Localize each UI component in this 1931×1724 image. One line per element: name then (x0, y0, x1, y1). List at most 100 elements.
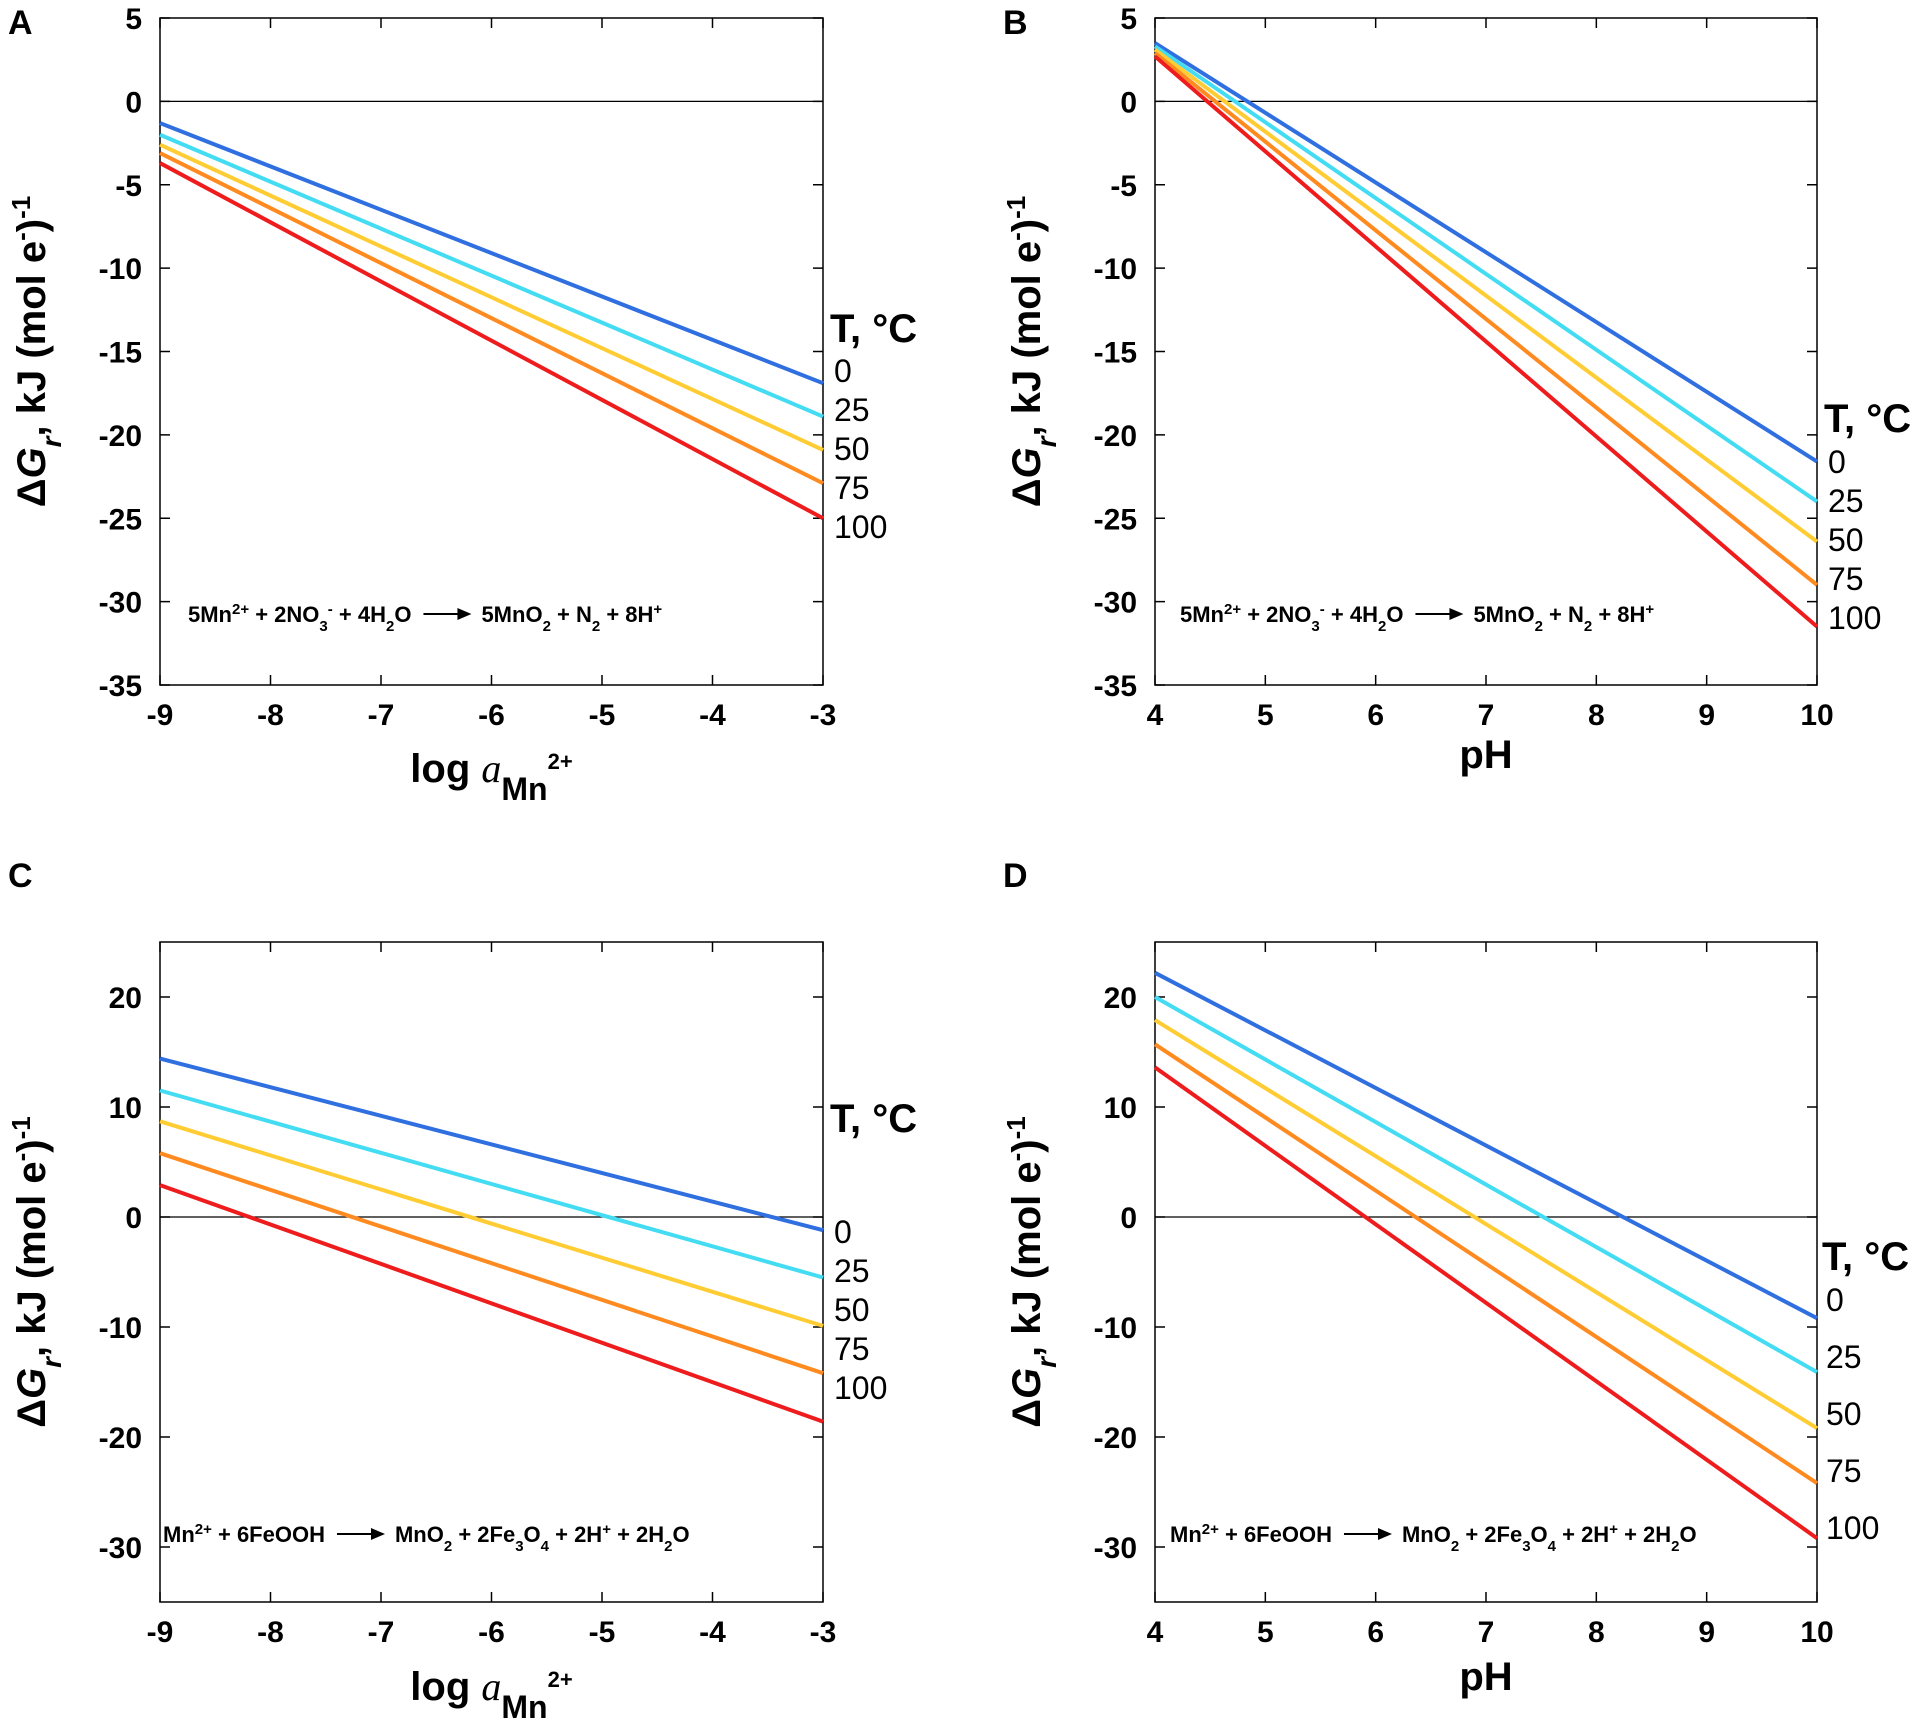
series-line-t75 (159, 1151, 824, 1376)
x-tick-label: -5 (589, 1616, 616, 1649)
y-tick-label: -10 (99, 1312, 142, 1345)
x-tick-label: -5 (589, 699, 616, 732)
y-tick-label: -30 (1094, 1532, 1137, 1565)
reaction-equation: 5Mn2+ + 2NO3- + 4H2O 5MnO2 + N2 + 8H+ (1180, 601, 1654, 635)
y-tick-label: -10 (99, 253, 142, 286)
legend-item-t75: 75 (834, 470, 870, 506)
x-tick-label: -7 (368, 1616, 395, 1649)
legend-item-t0: 0 (1828, 444, 1846, 480)
x-tick-label: 9 (1698, 1616, 1715, 1649)
series-line-t100 (1153, 1065, 1819, 1540)
x-tick-label: 5 (1257, 699, 1274, 732)
legend-item-t0: 0 (834, 1214, 852, 1250)
series-line-t0 (1153, 41, 1819, 464)
legend-item-t100: 100 (834, 509, 887, 545)
x-tick-label: 10 (1800, 699, 1833, 732)
x-axis-title: pH (1459, 733, 1512, 777)
y-tick-label: 0 (1120, 1202, 1137, 1235)
y-tick-label: -25 (99, 503, 142, 536)
panel-letter: C (8, 857, 33, 895)
x-tick-label: -4 (699, 699, 726, 732)
legend-item-t25: 25 (1828, 483, 1864, 519)
y-tick-label: 5 (1120, 3, 1137, 36)
legend-item-t100: 100 (1826, 1510, 1879, 1546)
series-line-t25 (159, 1088, 824, 1280)
y-tick-label: 10 (109, 1092, 142, 1125)
y-tick-label: -30 (99, 1532, 142, 1565)
y-tick-label: -10 (1094, 1312, 1137, 1345)
series-line-t50 (1153, 1018, 1819, 1430)
y-tick-label: 10 (1104, 1092, 1137, 1125)
y-tick-label: -20 (99, 420, 142, 453)
legend-item-t50: 50 (834, 1292, 870, 1328)
series-line-t100 (159, 1183, 824, 1424)
legend-title: T, °C (830, 307, 917, 351)
legend-item-t0: 0 (1826, 1282, 1844, 1318)
x-tick-label: -3 (810, 1616, 837, 1649)
reaction-equation: Mn2+ + 6FeOOH MnO2 + 2Fe3O4 + 2H+ + 2H2O (1170, 1521, 1697, 1555)
x-tick-label: -9 (147, 1616, 174, 1649)
legend-item-t75: 75 (1828, 561, 1864, 597)
svg-text:5Mn2+ + 2NO3- + 4H2O: 5Mn2+ + 2NO3- + 4H2O (188, 601, 411, 635)
series-line-t0 (1154, 971, 1818, 1320)
y-tick-label: -20 (99, 1422, 142, 1455)
plot-frame (159, 941, 824, 1603)
plot-frame (1154, 941, 1818, 1603)
x-axis-title: log aMn2+ (410, 1664, 572, 1724)
x-tick-label: 10 (1800, 1616, 1833, 1649)
x-tick-label: 4 (1147, 699, 1164, 732)
x-tick-label: 8 (1588, 1616, 1605, 1649)
svg-text:MnO2 + 2Fe3O4 + 2H+ + 2H2O: MnO2 + 2Fe3O4 + 2H+ + 2H2O (395, 1521, 690, 1555)
y-tick-label: 20 (1104, 982, 1137, 1015)
series-line-t50 (1153, 48, 1819, 544)
legend-item-t25: 25 (1826, 1339, 1862, 1375)
reaction-equation: Mn2+ + 6FeOOH MnO2 + 2Fe3O4 + 2H+ + 2H2O (163, 1521, 690, 1555)
y-axis-title: ΔGr, kJ (mol e-)-1 (6, 1116, 67, 1428)
x-tick-label: -3 (810, 699, 837, 732)
x-tick-label: -6 (478, 699, 505, 732)
series-line-t0 (159, 121, 824, 386)
legend-item-t0: 0 (834, 353, 852, 389)
y-tick-label: -5 (1110, 170, 1137, 203)
reaction-equation: 5Mn2+ + 2NO3- + 4H2O 5MnO2 + N2 + 8H+ (188, 601, 662, 635)
y-tick-label: -30 (99, 587, 142, 620)
x-tick-label: 7 (1478, 1616, 1495, 1649)
legend-item-t25: 25 (834, 392, 870, 428)
x-tick-label: 6 (1367, 699, 1384, 732)
legend-item-t50: 50 (834, 431, 870, 467)
y-tick-label: -20 (1094, 1422, 1137, 1455)
legend-title: T, °C (1824, 397, 1911, 441)
legend-item-t100: 100 (1828, 600, 1881, 636)
series-line-t50 (159, 1119, 824, 1328)
legend-title: T, °C (1822, 1235, 1909, 1279)
y-axis-title: ΔGr, kJ (mol e-)-1 (1001, 1116, 1062, 1428)
series-line-t75 (1153, 51, 1819, 587)
svg-text:5MnO2 + N2 + 8H+: 5MnO2 + N2 + 8H+ (481, 601, 662, 635)
y-tick-label: 5 (125, 3, 142, 36)
legend-item-t75: 75 (1826, 1453, 1862, 1489)
legend-title: T, °C (830, 1097, 917, 1141)
reaction-arrow-head (1449, 608, 1464, 620)
x-tick-label: 8 (1588, 699, 1605, 732)
x-tick-label: 4 (1147, 1616, 1164, 1649)
panel-letter: A (8, 4, 33, 42)
y-tick-label: -5 (115, 170, 142, 203)
x-tick-label: -8 (257, 1616, 284, 1649)
reaction-arrow-head (1377, 1528, 1392, 1540)
svg-text:Mn2+ + 6FeOOH: Mn2+ + 6FeOOH (1170, 1521, 1332, 1548)
y-tick-label: 0 (125, 86, 142, 119)
series-line-t75 (159, 151, 824, 486)
y-tick-label: 0 (1120, 86, 1137, 119)
legend-item-t25: 25 (834, 1253, 870, 1289)
series-line-t25 (159, 132, 824, 419)
panel-letter: D (1003, 857, 1028, 895)
legend-item-t50: 50 (1826, 1396, 1862, 1432)
plot-frame (159, 17, 824, 686)
series-line-t100 (1153, 54, 1819, 629)
x-axis-title: log aMn2+ (410, 746, 572, 807)
series-line-t25 (1154, 995, 1818, 1374)
x-axis-title: pH (1459, 1655, 1512, 1699)
x-tick-label: 9 (1698, 699, 1715, 732)
